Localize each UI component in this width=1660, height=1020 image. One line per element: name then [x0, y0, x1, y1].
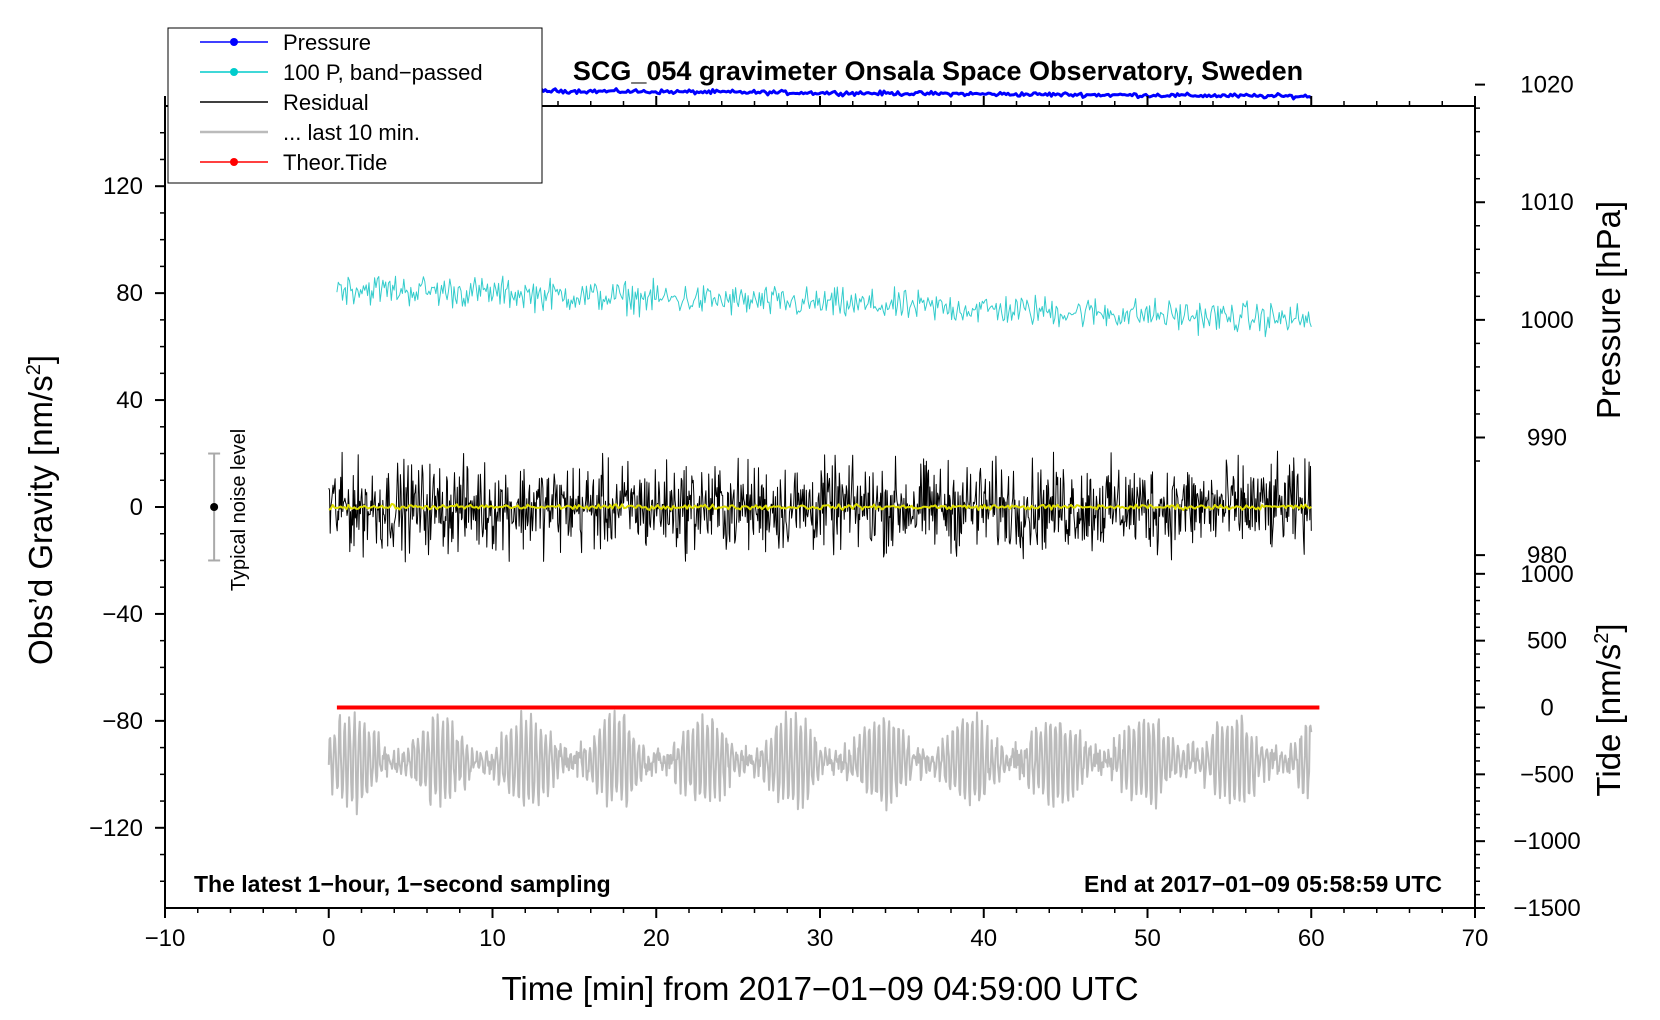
x-axis-label: Time [min] from 2017−01−09 04:59:00 UTC — [501, 970, 1138, 1007]
x-tick-label: 20 — [643, 925, 670, 952]
x-tick-label: 10 — [479, 925, 506, 952]
legend-item-theor-tide-marker — [230, 158, 238, 166]
y-axis-tide: −1500 −1000 −500 0 500 1000 — [1475, 561, 1581, 922]
series-layer — [327, 86, 1320, 816]
series-100-p-band-passed — [336, 275, 1312, 338]
series-residual-smoothed — [328, 502, 1312, 511]
sampling-annotation: The latest 1−hour, 1−second sampling — [194, 871, 611, 897]
y-tick-label: 80 — [116, 280, 143, 307]
x-tick-label: 0 — [322, 925, 335, 952]
y-axis-left: 120 80 40 0 −40 −80 −120 — [89, 131, 165, 883]
legend-items: Pressure 100 P, band−passed Residual ... la… — [200, 30, 483, 175]
y-axis-left-label-main: Obs’d Gravity [nm/s — [22, 375, 59, 665]
y-tick-label: 40 — [116, 387, 143, 414]
x-axis: −10 0 10 20 30 40 50 60 70 — [145, 96, 1489, 952]
pressure-tick-label: 980 — [1527, 542, 1567, 569]
chart-title: SCG_054 gravimeter Onsala Space Observat… — [573, 56, 1303, 86]
legend-box — [167, 27, 543, 184]
x-tick-label: 50 — [1134, 925, 1161, 952]
tide-tick-label: −500 — [1520, 761, 1574, 788]
y-tick-label: −80 — [102, 708, 143, 735]
legend: Pressure 100 P, band−passed Residual ... la… — [167, 27, 543, 184]
pressure-tick-label: 1020 — [1520, 72, 1573, 99]
y-axis-tide-label-close: ] — [1590, 623, 1627, 632]
series-last-10-min — [327, 709, 1313, 816]
tide-tick-label: 0 — [1540, 695, 1553, 722]
y-axis-tide-label: Tide [nm/s2] — [1590, 623, 1627, 796]
x-tick-label: 40 — [970, 925, 997, 952]
pressure-tick-label: 990 — [1527, 424, 1567, 451]
tide-tick-label: −1500 — [1513, 895, 1580, 922]
legend-item-100-p-band-passed-label: 100 P, band−passed — [283, 60, 483, 85]
x-tick-label: 60 — [1298, 925, 1325, 952]
y-axis-left-label: Obs’d Gravity [nm/s2] — [22, 355, 59, 665]
tide-tick-label: 500 — [1527, 628, 1567, 655]
x-tick-label: 70 — [1462, 925, 1489, 952]
pressure-tick-label: 1000 — [1520, 307, 1573, 334]
legend-item-100-p-band-passed-marker — [230, 68, 238, 76]
legend-item-last-10-min-label: ... last 10 min. — [283, 120, 420, 145]
legend-item-pressure-label: Pressure — [283, 30, 371, 55]
end-time-annotation: End at 2017−01−09 05:58:59 UTC — [1084, 871, 1442, 897]
series-residual — [328, 450, 1312, 563]
y-axis-tide-label-sup: 2 — [1591, 633, 1613, 644]
x-tick-label: −10 — [145, 925, 186, 952]
y-axis-left-label-sup: 2 — [23, 364, 45, 375]
y-tick-label: −120 — [89, 815, 143, 842]
legend-item-residual-label: Residual — [283, 90, 369, 115]
noise-level-label: Typical noise level — [228, 429, 250, 591]
y-axis-pressure-label: Pressure [hPa] — [1590, 201, 1627, 419]
y-tick-label: −40 — [102, 601, 143, 628]
y-axis-left-label-close: ] — [22, 355, 59, 364]
noise-level-indicator — [208, 452, 221, 562]
x-tick-label: 30 — [807, 925, 834, 952]
tide-tick-label: 1000 — [1520, 561, 1573, 588]
legend-item-theor-tide-label: Theor.Tide — [283, 150, 387, 175]
legend-item-pressure-marker — [230, 38, 238, 46]
noise-bar-dot — [210, 503, 219, 511]
tide-tick-label: −1000 — [1513, 828, 1580, 855]
y-axis-tide-label-main: Tide [nm/s — [1590, 644, 1627, 797]
pressure-tick-label: 1010 — [1520, 189, 1573, 216]
y-axis-pressure: 9809901000101010201030 — [1475, 72, 1574, 569]
y-tick-label: 120 — [103, 173, 143, 200]
y-tick-label: 0 — [130, 494, 143, 521]
